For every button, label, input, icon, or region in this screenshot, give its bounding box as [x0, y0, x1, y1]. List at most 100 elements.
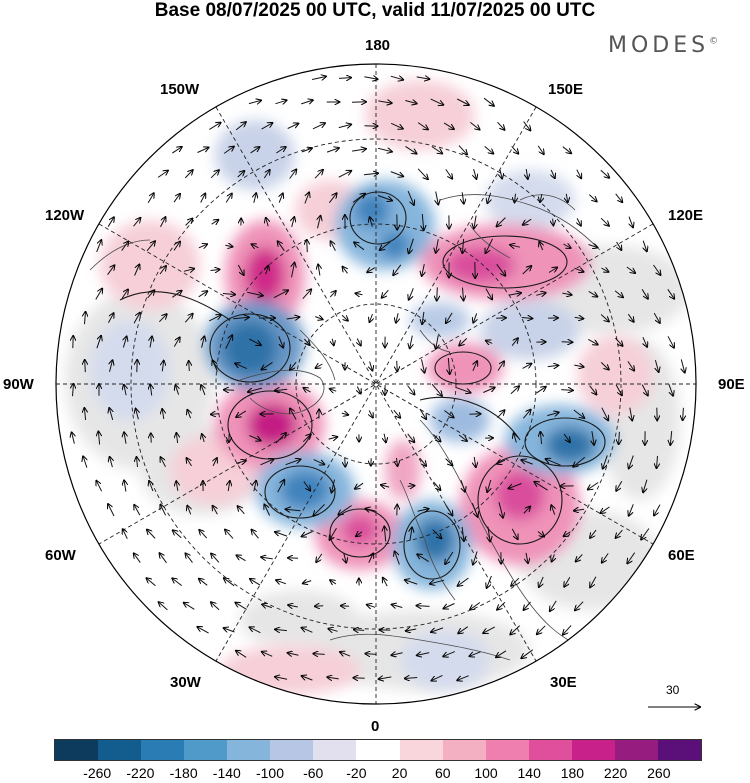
wind-vector-arrow: [643, 240, 647, 252]
wind-vector-arrow: [275, 677, 288, 679]
wind-vector-arrow: [483, 626, 496, 633]
wind-vector-arrow: [197, 148, 209, 153]
wind-vector-arrow: [338, 124, 351, 127]
wind-vector-arrow: [575, 601, 584, 611]
wind-vector-arrow: [162, 409, 164, 419]
wind-vector-arrow: [458, 145, 467, 155]
colorbar-tick-label: 100: [474, 765, 498, 781]
wind-vector-arrow: [405, 678, 418, 679]
wind-vector-arrow: [134, 505, 141, 516]
wind-vector-arrow: [110, 457, 113, 468]
wind-vector-arrow: [247, 292, 263, 295]
wind-vector-arrow: [417, 606, 430, 607]
wind-vector-arrow: [304, 388, 311, 392]
wind-vector-arrow: [483, 97, 494, 106]
wind-vector-arrow: [172, 291, 181, 298]
wind-vector-arrow: [523, 121, 531, 131]
wind-vector-arrow: [316, 553, 323, 562]
wind-vector-arrow: [248, 338, 261, 345]
wind-vector-arrow: [667, 336, 674, 347]
wind-vector-arrow: [262, 652, 273, 657]
wind-vector-arrow: [262, 604, 272, 607]
wind-vector-arrow: [409, 288, 414, 299]
wind-vector-arrow: [248, 100, 261, 103]
wind-vector-arrow: [292, 217, 295, 228]
wind-vector-arrow: [419, 457, 426, 466]
wind-vector-arrow: [96, 240, 102, 253]
wind-vector-arrow: [614, 290, 623, 298]
lon-label-30w: 30W: [170, 674, 201, 691]
wind-vector-arrow: [627, 552, 636, 564]
wind-vector-arrow: [236, 651, 247, 658]
wind-vector-arrow: [397, 457, 398, 466]
wind-vector-arrow: [445, 504, 453, 516]
wind-vector-arrow: [85, 312, 86, 325]
colorbar-segment: [442, 740, 486, 760]
wind-vector-arrow: [183, 269, 194, 272]
colorbar-tick-label: 180: [560, 765, 585, 781]
wind-vector-arrow: [462, 192, 464, 203]
wind-vector-arrow: [354, 630, 365, 631]
wind-vector-arrow: [576, 554, 583, 562]
page-title: Base 08/07/2025 00 UTC, valid 11/07/2025…: [154, 0, 596, 21]
wind-vector-arrow: [121, 241, 129, 251]
wind-vector-arrow: [641, 384, 648, 396]
wind-vector-arrow: [522, 364, 532, 369]
wind-vector-arrow: [184, 170, 192, 179]
colorbar-tick-label: -60: [303, 765, 324, 781]
wind-vector-arrow: [377, 148, 392, 151]
wind-vector-arrow: [252, 530, 259, 539]
wind-vector-arrow: [184, 603, 195, 610]
wind-vector-arrow: [380, 241, 391, 250]
wind-vector-arrow: [225, 530, 234, 539]
wind-vector-arrow: [563, 244, 570, 248]
colorbar-segment: [657, 740, 701, 760]
wind-vector-arrow: [681, 359, 684, 372]
wind-vector-arrow: [444, 410, 453, 418]
colorbar-segment: [270, 740, 314, 760]
wind-vector-arrow: [235, 363, 248, 370]
wind-vector-arrow: [436, 335, 439, 349]
wind-vector-arrow: [422, 263, 425, 276]
wind-vector-arrow: [197, 627, 209, 634]
wind-vector-arrow: [486, 238, 493, 253]
wind-vector-arrow: [370, 361, 373, 371]
wind-vector-arrow: [462, 238, 463, 253]
wind-vector-arrow: [616, 529, 623, 538]
wind-vector-arrow: [248, 387, 263, 392]
wind-vector-arrow: [473, 551, 478, 565]
wind-vector-arrow: [390, 76, 403, 80]
wind-vector-arrow: [332, 338, 334, 346]
wind-vector-arrow: [526, 169, 528, 179]
wind-vector-arrow: [592, 431, 594, 445]
wind-vector-arrow: [276, 580, 287, 584]
wind-vector-arrow: [176, 433, 177, 444]
wind-vector-arrow: [564, 532, 571, 536]
colorbar: [54, 739, 702, 761]
wind-vector-arrow: [223, 147, 234, 154]
wind-vector-arrow: [96, 336, 101, 349]
lon-label-150e: 150E: [548, 81, 584, 98]
wind-vector-arrow: [254, 481, 256, 492]
wind-vector-arrow: [458, 626, 469, 634]
wind-vector-arrow: [278, 241, 285, 251]
wind-vector-arrow: [497, 121, 505, 130]
colorbar-segment: [528, 740, 572, 760]
wind-vector-arrow: [345, 457, 346, 466]
wind-vector-arrow: [431, 146, 442, 154]
wind-vector-arrow: [641, 289, 648, 298]
wind-vector-arrow: [147, 578, 156, 587]
wind-vector-arrow: [363, 173, 378, 174]
wind-vector-arrow: [446, 312, 453, 323]
wind-vector-arrow: [84, 408, 85, 421]
wind-vector-arrow: [275, 433, 286, 444]
colorbar-segment: [313, 740, 357, 760]
wind-vector-arrow: [250, 627, 261, 634]
wind-vector-arrow: [146, 241, 155, 252]
wind-vector-arrow: [422, 311, 424, 324]
wind-vector-arrow: [136, 409, 139, 420]
wind-vector-arrow: [432, 529, 442, 539]
wind-vector-arrow: [419, 408, 426, 419]
wind-vector-arrow: [249, 435, 260, 441]
lon-label-90e: 90E: [718, 376, 745, 393]
